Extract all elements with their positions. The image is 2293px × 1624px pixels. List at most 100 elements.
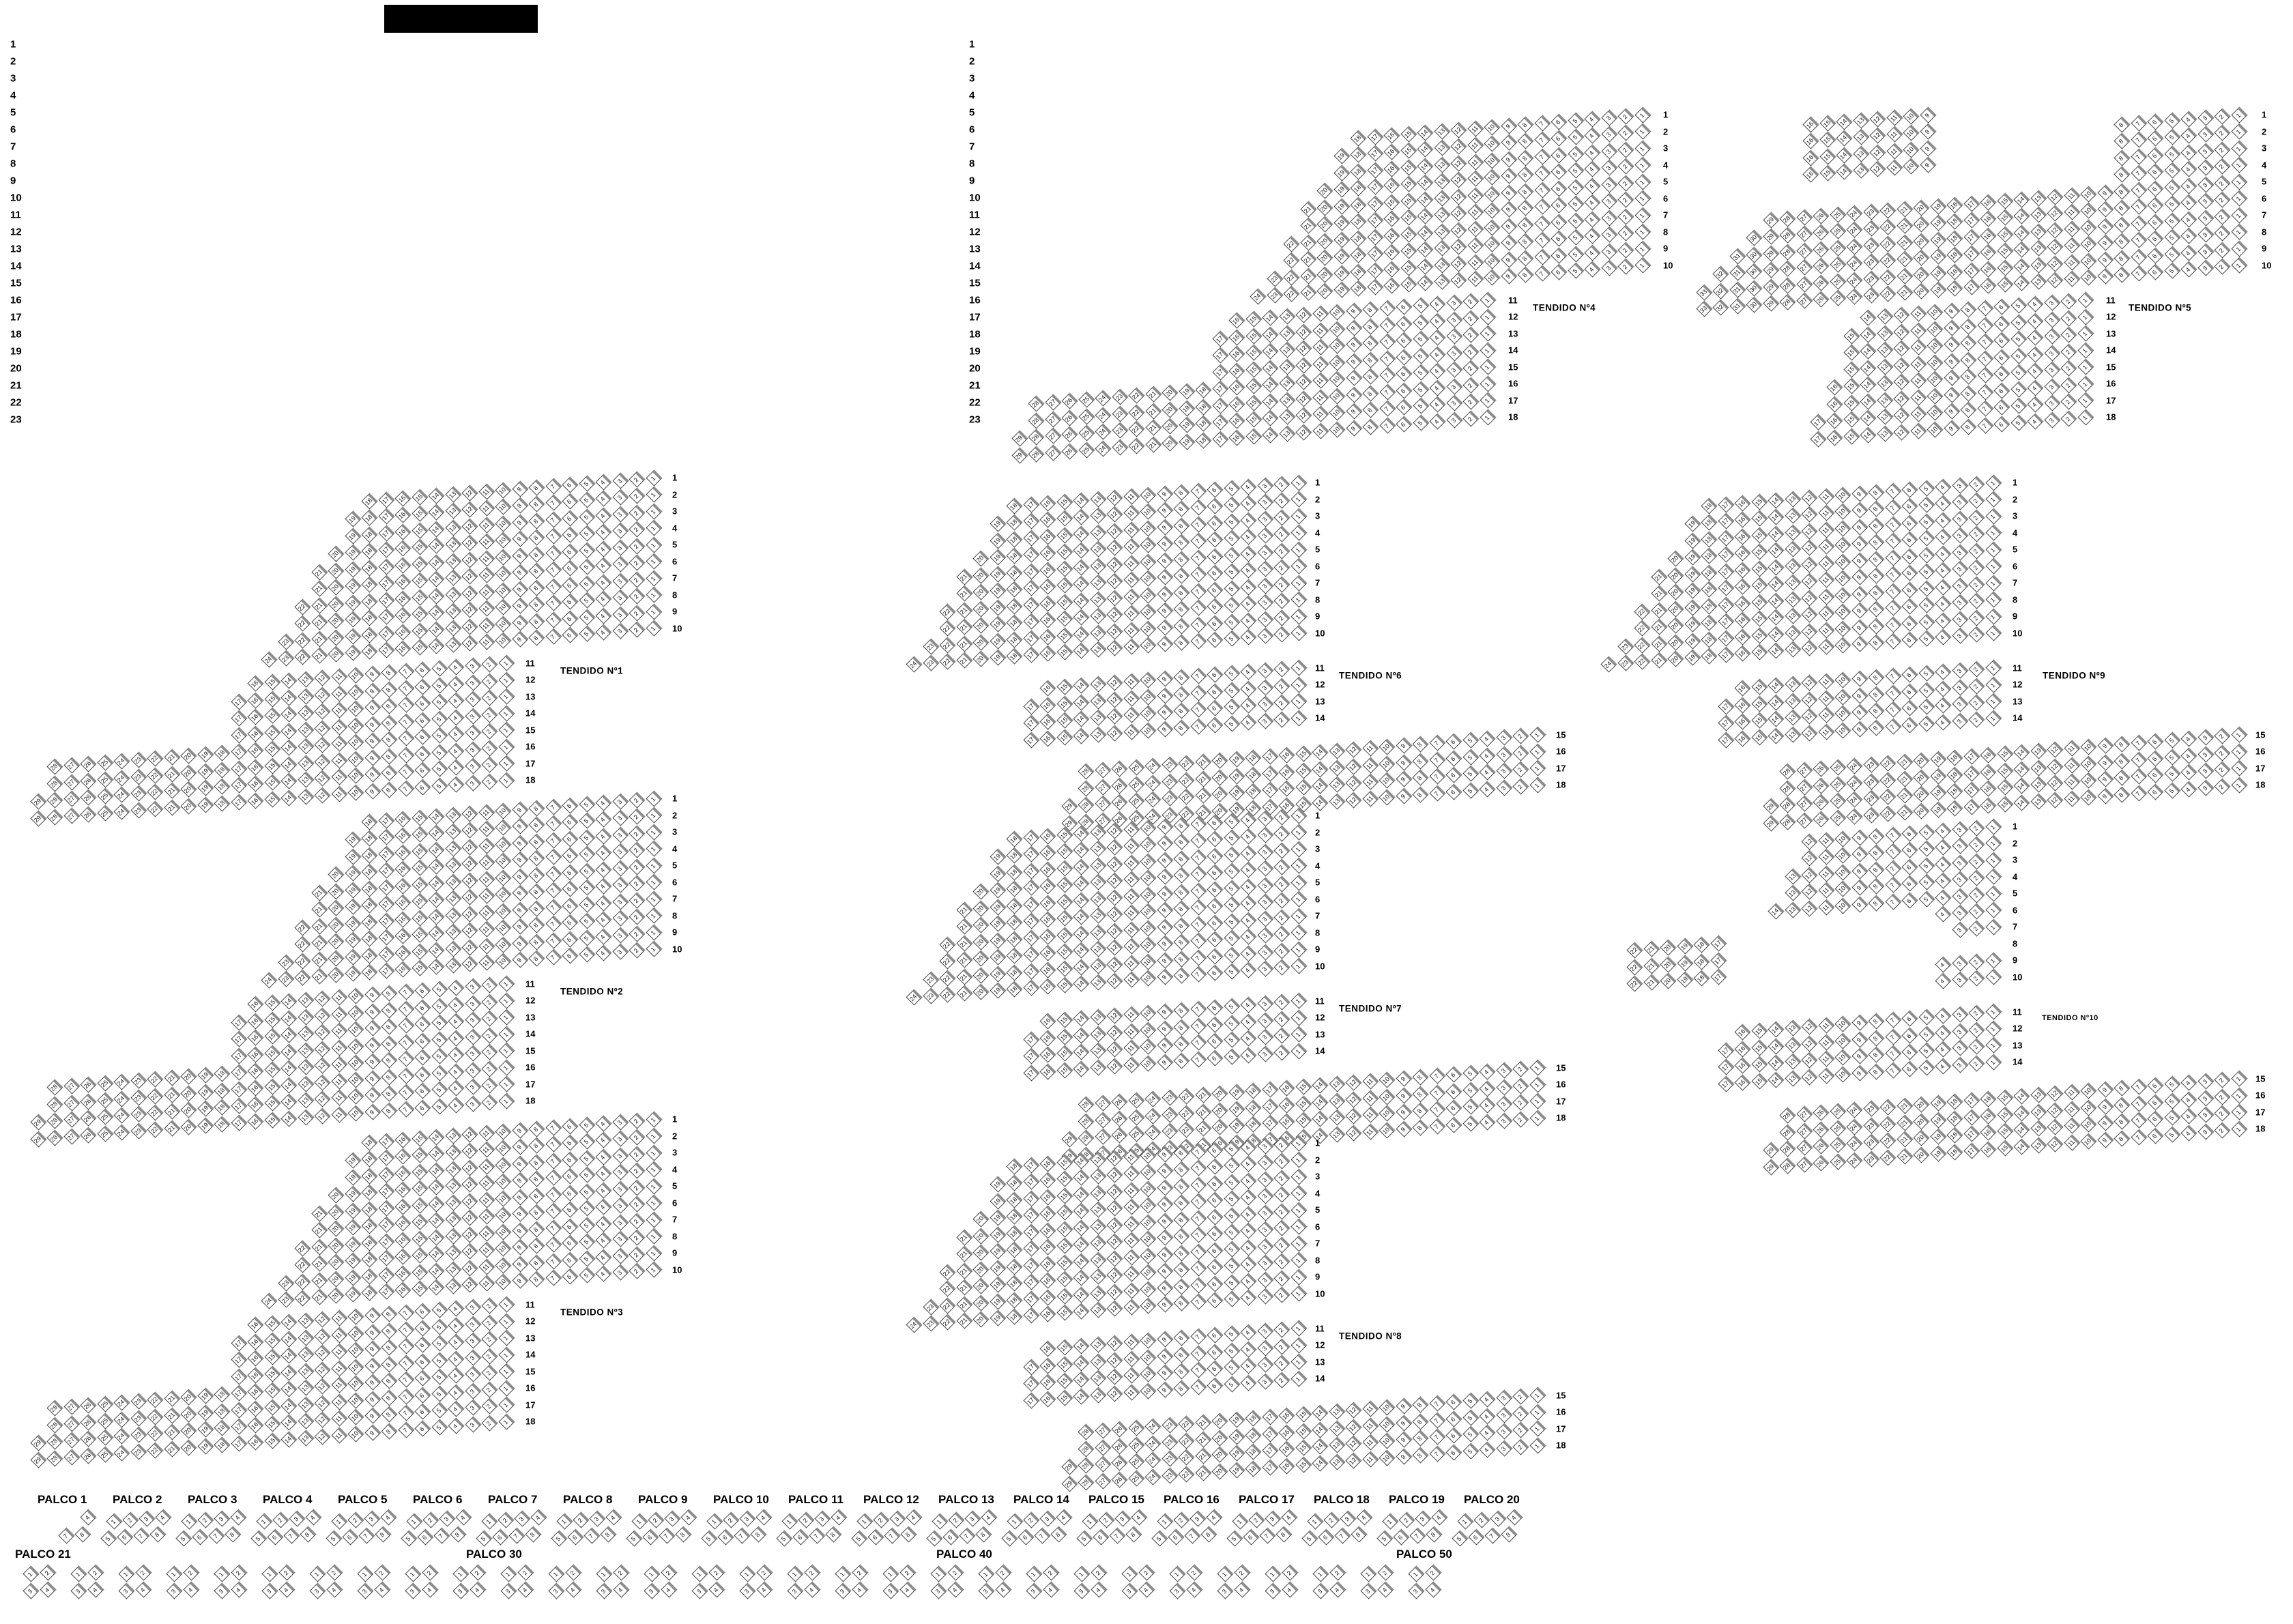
seat-21[interactable]: 21 xyxy=(1651,652,1667,668)
seat-7[interactable]: 7 xyxy=(545,545,562,561)
seat-12[interactable]: 12 xyxy=(461,1159,478,1176)
seat-11[interactable]: 11 xyxy=(2064,790,2080,807)
seat-23[interactable]: 23 xyxy=(1162,789,1178,806)
seat-17[interactable]: 17 xyxy=(1718,1042,1734,1058)
seat-16[interactable]: 16 xyxy=(1228,429,1245,446)
seat-1[interactable]: 1 xyxy=(1480,358,1496,375)
seat-5[interactable]: 5 xyxy=(1462,782,1479,798)
seat-4[interactable]: 4 xyxy=(2180,747,2197,764)
seat-27[interactable]: 27 xyxy=(63,1077,80,1094)
seat-15[interactable]: 15 xyxy=(1245,361,1262,377)
seat-17[interactable]: 17 xyxy=(1023,646,1039,663)
seat-26[interactable]: 26 xyxy=(80,1127,96,1143)
seat-1[interactable]: 1 xyxy=(1408,1565,1424,1582)
seat-29[interactable]: 29 xyxy=(1011,430,1028,446)
seat-17[interactable]: 17 xyxy=(1367,229,1383,245)
seat-7[interactable]: 7 xyxy=(1190,516,1207,532)
seat-4[interactable]: 4 xyxy=(595,590,611,607)
seat-10[interactable]: 10 xyxy=(495,936,511,953)
seat-2[interactable]: 2 xyxy=(1968,576,1985,592)
seat-13[interactable]: 13 xyxy=(1090,974,1106,990)
seat-19[interactable]: 19 xyxy=(1333,214,1350,231)
seat-18[interactable]: 18 xyxy=(1693,970,1710,986)
seat-26[interactable]: 26 xyxy=(80,1447,96,1464)
seat-6[interactable]: 6 xyxy=(792,1528,809,1545)
seat-1[interactable]: 1 xyxy=(1529,777,1546,793)
seat-10[interactable]: 10 xyxy=(1329,321,1345,337)
seat-1[interactable]: 1 xyxy=(498,1092,515,1109)
seat-13[interactable]: 13 xyxy=(1434,206,1450,222)
seat-8[interactable]: 8 xyxy=(381,1305,397,1322)
seat-7[interactable]: 7 xyxy=(209,1527,225,1543)
seat-1[interactable]: 1 xyxy=(2077,325,2094,341)
seat-19[interactable]: 19 xyxy=(990,1176,1006,1192)
seat-29[interactable]: 29 xyxy=(1061,1131,1078,1147)
seat-23[interactable]: 23 xyxy=(1112,388,1128,405)
seat-4[interactable]: 4 xyxy=(2180,1125,2197,1141)
seat-1[interactable]: 1 xyxy=(646,1228,662,1244)
seat-10[interactable]: 10 xyxy=(495,819,511,835)
seat-2[interactable]: 2 xyxy=(629,471,645,487)
seat-8[interactable]: 8 xyxy=(601,1526,617,1542)
seat-6[interactable]: 6 xyxy=(1901,1060,1918,1077)
seat-9[interactable]: 9 xyxy=(512,1238,528,1255)
seat-6[interactable]: 6 xyxy=(1551,197,1567,213)
seat-16[interactable]: 16 xyxy=(394,1131,411,1148)
seat-6[interactable]: 6 xyxy=(562,543,578,560)
seat-5[interactable]: 5 xyxy=(2164,1109,2180,1125)
seat-2[interactable]: 2 xyxy=(470,1564,486,1580)
seat-13[interactable]: 13 xyxy=(1785,557,1801,574)
seat-18[interactable]: 18 xyxy=(1006,1158,1022,1174)
seat-21[interactable]: 21 xyxy=(311,613,328,630)
seat-1[interactable]: 1 xyxy=(1290,508,1307,524)
seat-4[interactable]: 4 xyxy=(595,1148,611,1165)
seat-4[interactable]: 4 xyxy=(1240,945,1256,961)
seat-6[interactable]: 6 xyxy=(562,1268,578,1284)
seat-15[interactable]: 15 xyxy=(1056,960,1073,976)
seat-11[interactable]: 11 xyxy=(2064,270,2080,287)
seat-6[interactable]: 6 xyxy=(562,797,578,813)
seat-14[interactable]: 14 xyxy=(1768,609,1784,625)
seat-2[interactable]: 2 xyxy=(629,942,645,958)
seat-2[interactable]: 2 xyxy=(629,808,645,824)
seat-16[interactable]: 16 xyxy=(1039,978,1056,994)
seat-6[interactable]: 6 xyxy=(1445,1393,1462,1410)
seat-1[interactable]: 1 xyxy=(1290,1251,1307,1268)
seat-21[interactable]: 21 xyxy=(956,1229,972,1245)
seat-12[interactable]: 12 xyxy=(1106,972,1123,989)
seat-6[interactable]: 6 xyxy=(192,1528,208,1545)
seat-3[interactable]: 3 xyxy=(2197,143,2214,159)
seat-7[interactable]: 7 xyxy=(1429,734,1445,751)
seat-21[interactable]: 21 xyxy=(956,652,972,668)
seat-11[interactable]: 11 xyxy=(1123,871,1140,887)
seat-16[interactable]: 16 xyxy=(1980,244,1996,260)
seat-4[interactable]: 4 xyxy=(1935,856,1951,872)
seat-18[interactable]: 18 xyxy=(361,626,377,643)
seat-9[interactable]: 9 xyxy=(2097,1098,2114,1114)
seat-17[interactable]: 17 xyxy=(1367,245,1383,261)
seat-1[interactable]: 1 xyxy=(2077,308,2094,325)
seat-14[interactable]: 14 xyxy=(1768,710,1784,727)
seat-3[interactable]: 3 xyxy=(2044,311,2060,328)
seat-2[interactable]: 2 xyxy=(1273,678,1290,694)
seat-5[interactable]: 5 xyxy=(2010,314,2027,330)
seat-5[interactable]: 5 xyxy=(579,592,595,608)
seat-2[interactable]: 2 xyxy=(565,1564,581,1580)
seat-11[interactable]: 11 xyxy=(2064,740,2080,756)
seat-2[interactable]: 2 xyxy=(481,1381,497,1397)
seat-17[interactable]: 17 xyxy=(378,845,394,862)
seat-7[interactable]: 7 xyxy=(1429,1101,1445,1117)
seat-10[interactable]: 10 xyxy=(1484,119,1500,135)
seat-10[interactable]: 10 xyxy=(347,751,364,767)
seat-9[interactable]: 9 xyxy=(1157,918,1173,935)
seat-3[interactable]: 3 xyxy=(1446,345,1462,361)
seat-16[interactable]: 16 xyxy=(1039,645,1056,661)
seat-5[interactable]: 5 xyxy=(701,1530,717,1546)
seat-23[interactable]: 23 xyxy=(278,1291,294,1307)
seat-4[interactable]: 4 xyxy=(1240,1172,1256,1189)
seat-1[interactable]: 1 xyxy=(1529,1059,1546,1075)
seat-22[interactable]: 22 xyxy=(939,936,955,953)
seat-21[interactable]: 21 xyxy=(311,918,328,934)
seat-7[interactable]: 7 xyxy=(545,899,562,915)
seat-16[interactable]: 16 xyxy=(1228,345,1245,362)
